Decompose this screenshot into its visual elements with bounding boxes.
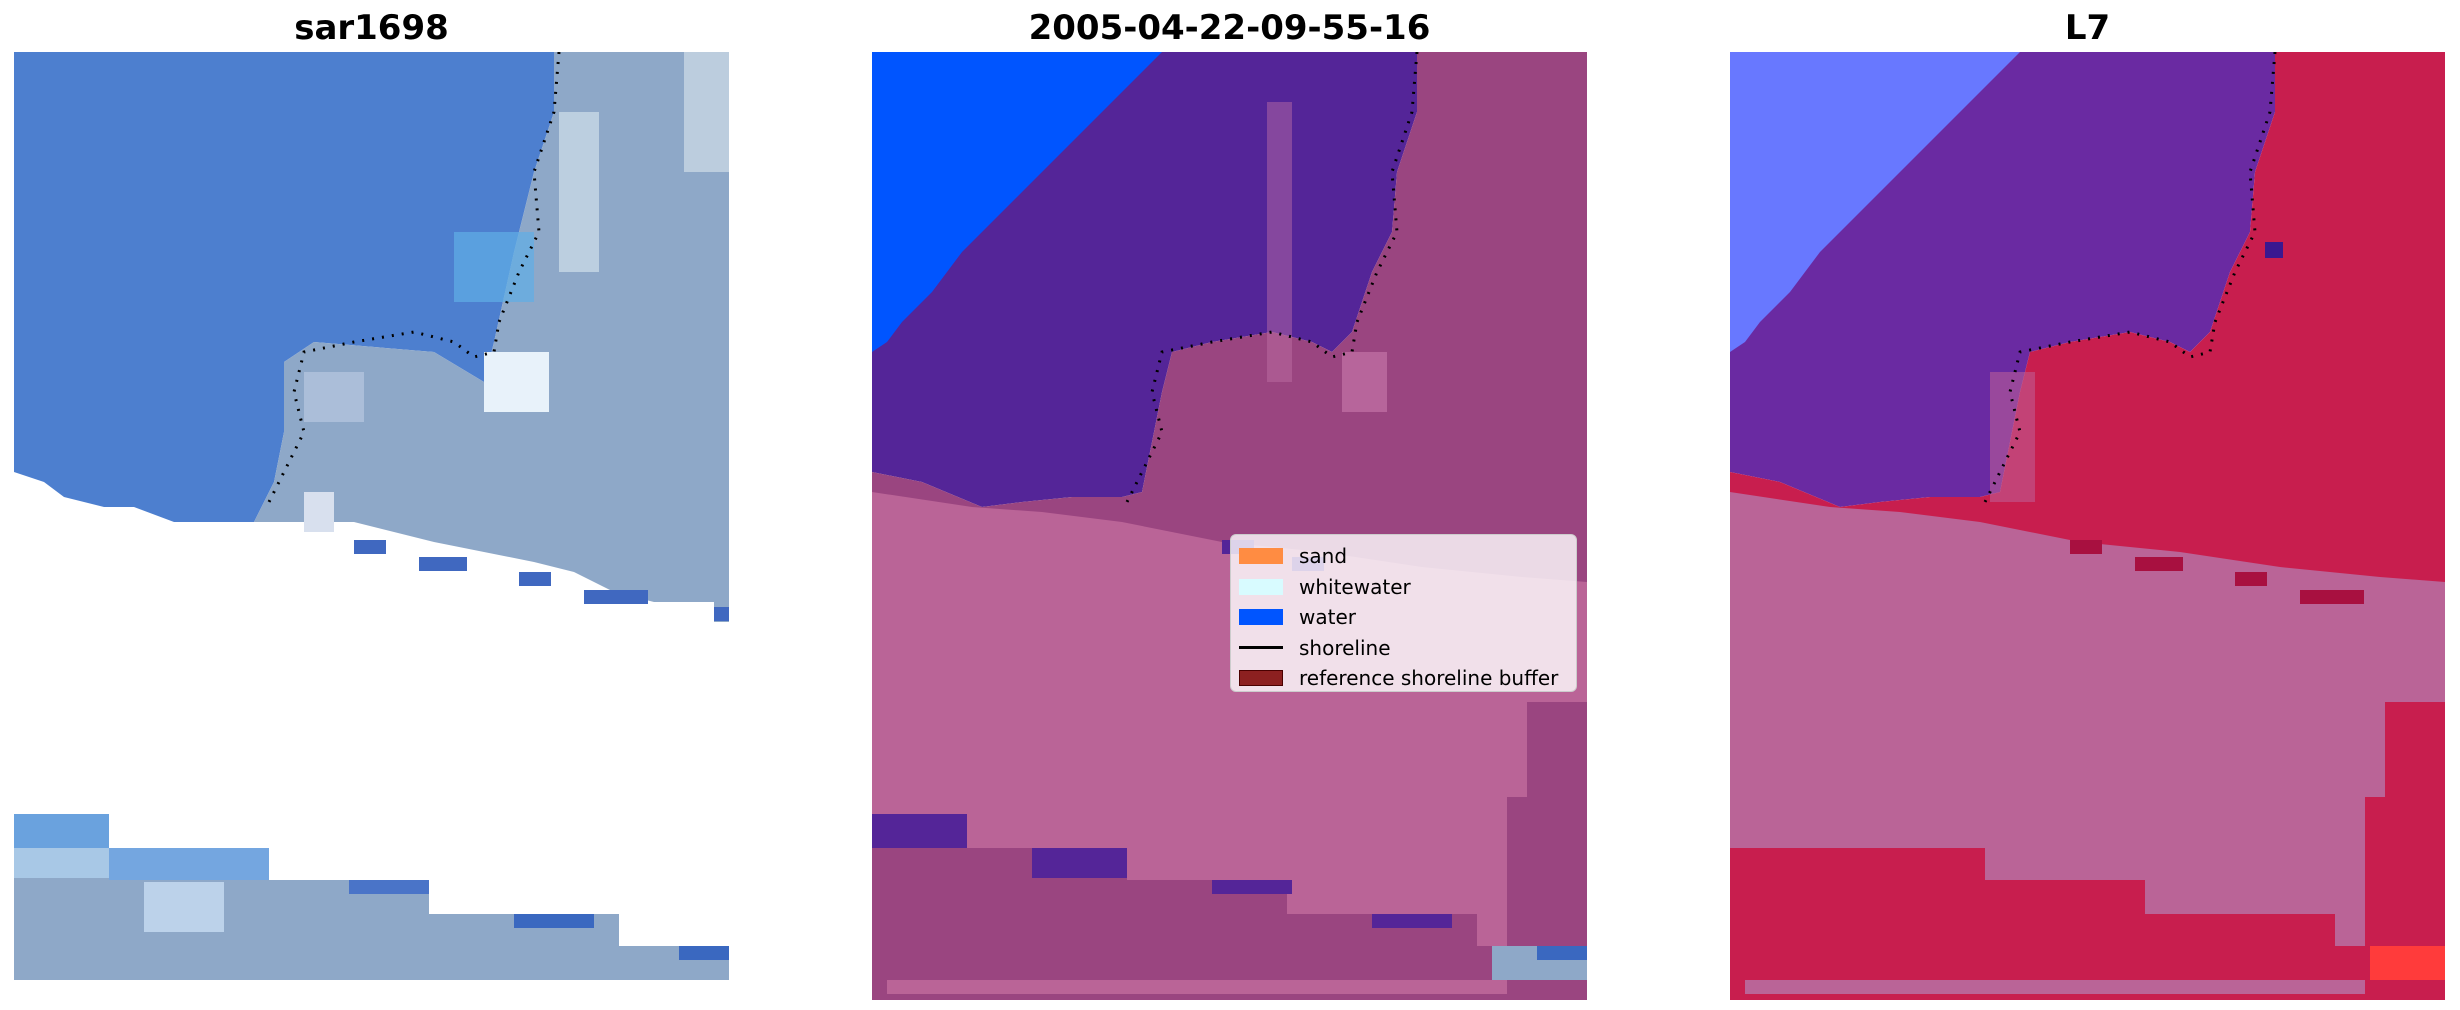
panel-classification: 2005-04-22-09-55-16: [872, 0, 1587, 1000]
legend-item-reference-shoreline-buffer: reference shoreline buffer: [1239, 663, 1568, 694]
legend-item-sand: sand: [1239, 541, 1568, 572]
shoreline-line: [1239, 646, 1283, 650]
legend-label: sand: [1299, 544, 1348, 569]
panel-title: 2005-04-22-09-55-16: [1028, 8, 1431, 48]
legend-label: water: [1299, 605, 1356, 630]
whitewater-swatch: [1239, 578, 1283, 595]
panel-rgb: sar1698: [14, 0, 729, 1000]
legend: sand whitewater water shoreline referenc…: [1230, 534, 1577, 692]
rgb-image: [14, 52, 729, 1000]
legend-label: reference shoreline buffer: [1299, 666, 1559, 691]
legend-label: shoreline: [1299, 635, 1391, 660]
legend-item-whitewater: whitewater: [1239, 572, 1568, 603]
legend-item-shoreline: shoreline: [1239, 633, 1568, 664]
water-swatch: [1239, 609, 1283, 626]
panel-title: L7: [2064, 8, 2111, 48]
legend-item-water: water: [1239, 602, 1568, 633]
panel-l7: L7: [1730, 0, 2445, 1000]
panel-title: sar1698: [294, 8, 449, 48]
classification-image: [872, 52, 1587, 1000]
buffer-swatch: [1239, 670, 1283, 687]
l7-image: [1730, 52, 2445, 1000]
sand-swatch: [1239, 548, 1283, 565]
legend-label: whitewater: [1299, 574, 1411, 599]
